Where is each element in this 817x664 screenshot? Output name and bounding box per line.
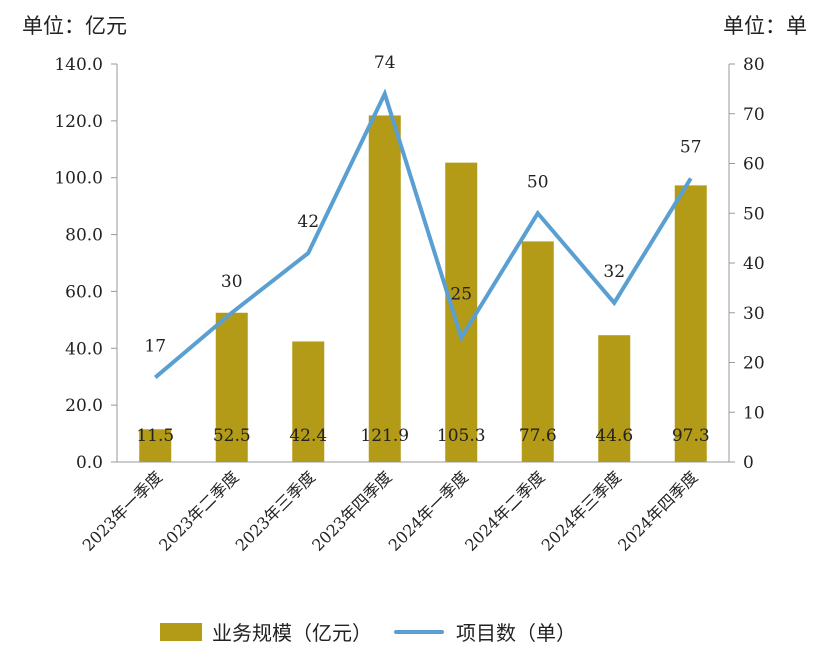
bar — [139, 429, 172, 462]
line-value-label: 42 — [297, 212, 319, 232]
legend-item-line: 项目数（单） — [394, 617, 576, 646]
category-label: 2023年四季度 — [308, 467, 395, 554]
bar — [674, 185, 707, 462]
right-axis-unit: 单位：单 — [723, 14, 807, 38]
left-axis-ticks: 0.0 20.0 40.0 60.0 80.0 100.0 120.0 140.0 — [54, 55, 117, 473]
right-axis-ticks: 0 10 20 30 40 50 60 70 80 — [729, 55, 765, 473]
bar — [215, 312, 248, 462]
line-value-label: 25 — [450, 285, 472, 305]
line-value-label: 74 — [374, 53, 396, 73]
left-tick-label: 100.0 — [54, 169, 103, 189]
bar — [521, 241, 554, 462]
category-label: 2024年四季度 — [614, 467, 701, 554]
bar-value-label: 44.6 — [595, 426, 633, 446]
right-tick-label: 20 — [743, 354, 765, 374]
bar — [445, 162, 478, 462]
right-tick-label: 80 — [743, 55, 765, 75]
bar-value-label: 77.6 — [519, 426, 557, 446]
bar-value-label: 97.3 — [672, 426, 710, 446]
bar — [368, 115, 401, 462]
category-label: 2023年一季度 — [79, 467, 166, 554]
category-label: 2024年一季度 — [385, 467, 472, 554]
right-tick-label: 60 — [743, 155, 765, 175]
line-value-label: 57 — [680, 137, 702, 157]
line-series — [153, 88, 693, 379]
right-tick-label: 30 — [743, 304, 765, 324]
bar-value-label: 105.3 — [437, 426, 486, 446]
left-tick-label: 20.0 — [65, 396, 103, 416]
category-labels: 2023年一季度2023年二季度2023年三季度2023年四季度2024年一季度… — [79, 467, 702, 554]
bar-value-label: 121.9 — [360, 426, 409, 446]
left-tick-label: 80.0 — [65, 226, 103, 246]
bar-series — [139, 115, 707, 462]
right-tick-label: 0 — [743, 453, 754, 473]
category-label: 2024年二季度 — [461, 467, 548, 554]
line-value-label: 50 — [527, 172, 549, 192]
bar-value-label: 52.5 — [213, 426, 251, 446]
category-label: 2023年二季度 — [155, 467, 242, 554]
right-tick-label: 50 — [743, 204, 765, 224]
legend: 业务规模（亿元） 项目数（单） — [160, 617, 598, 646]
legend-bar-swatch — [160, 622, 202, 641]
right-tick-label: 70 — [743, 105, 765, 125]
category-label: 2023年三季度 — [232, 467, 319, 554]
bar — [598, 335, 631, 462]
category-label: 2024年三季度 — [538, 467, 625, 554]
right-tick-label: 10 — [743, 403, 765, 423]
bar-data-labels: 11.5 52.5 42.4 121.9 105.3 77.6 44.6 97.3 — [136, 426, 709, 446]
left-axis-unit: 单位：亿元 — [22, 14, 127, 38]
bar-value-label: 42.4 — [289, 426, 327, 446]
line-path — [153, 88, 693, 379]
left-tick-label: 60.0 — [65, 282, 103, 302]
line-data-labels: 17 30 42 74 25 50 32 57 — [144, 53, 701, 357]
right-tick-label: 40 — [743, 254, 765, 274]
legend-item-bars: 业务规模（亿元） — [160, 617, 372, 646]
legend-line-label: 项目数（单） — [456, 621, 576, 645]
legend-line-swatch — [394, 629, 444, 634]
bar-value-label: 11.5 — [136, 426, 174, 446]
left-tick-label: 40.0 — [65, 339, 103, 359]
line-value-label: 30 — [221, 272, 243, 292]
line-value-label: 17 — [144, 336, 166, 356]
bar — [292, 341, 325, 462]
legend-bars-label: 业务规模（亿元） — [212, 621, 372, 645]
left-tick-label: 0.0 — [76, 453, 103, 473]
left-tick-label: 120.0 — [54, 112, 103, 132]
line-value-label: 32 — [603, 262, 625, 282]
left-tick-label: 140.0 — [54, 55, 103, 75]
